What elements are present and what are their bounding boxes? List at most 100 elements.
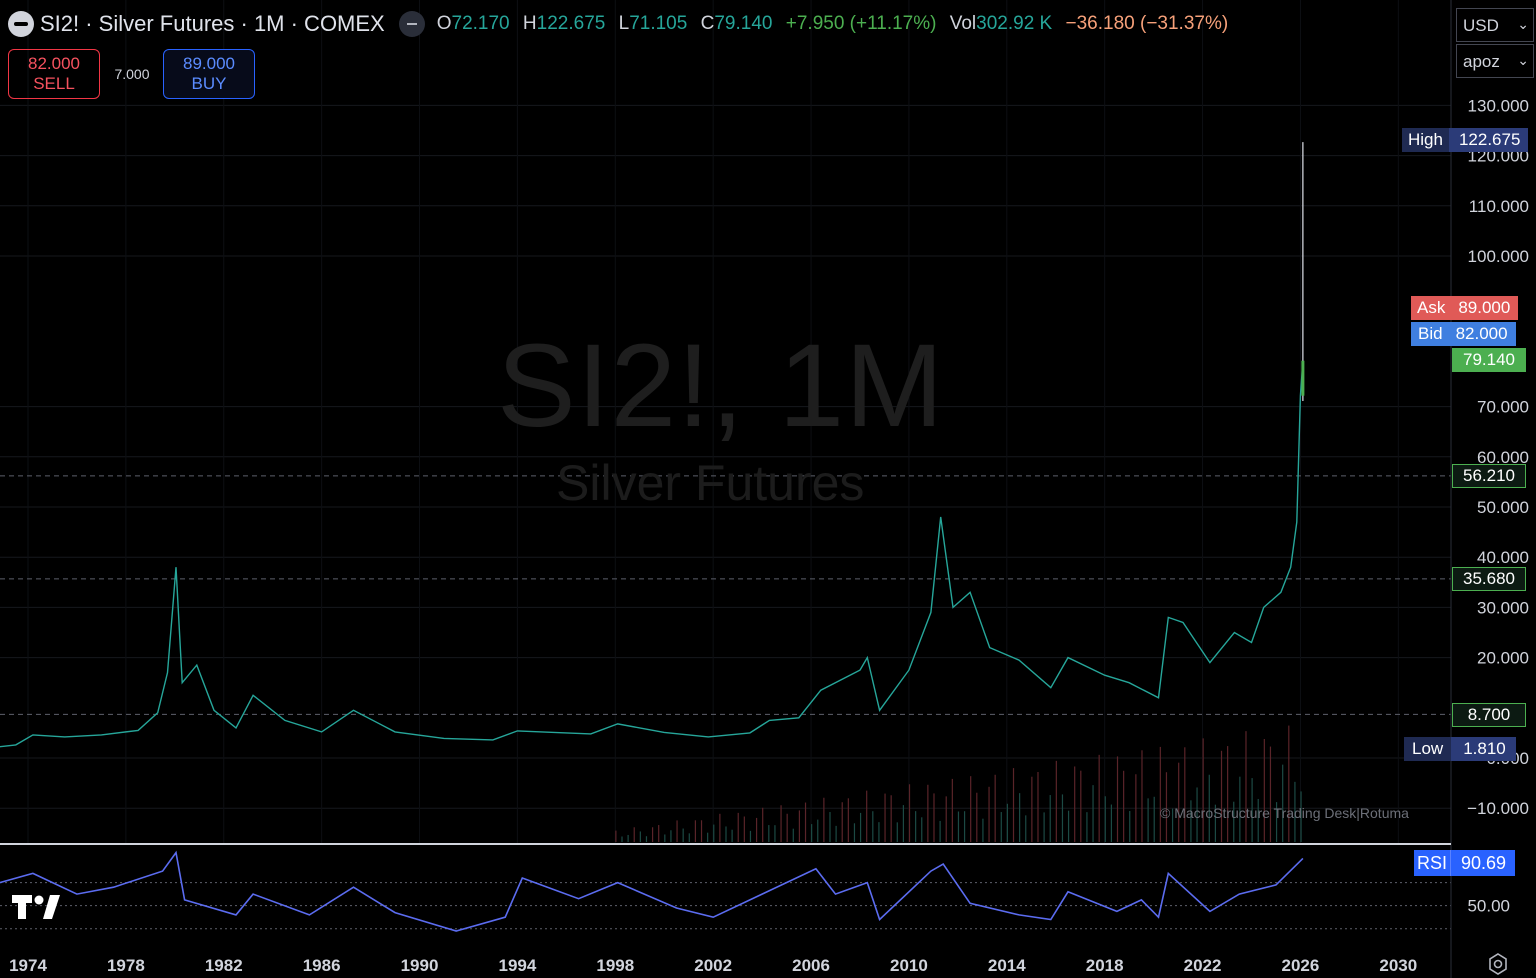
level-tag-2: 35.680 <box>1452 567 1526 591</box>
volume-bar <box>688 833 690 842</box>
time-tick-label: 2010 <box>890 956 928 975</box>
level-tag-3: 8.700 <box>1452 703 1526 727</box>
tradingview-logo-icon <box>12 895 60 919</box>
watermark-symbol: SI2!, 1M <box>497 320 945 452</box>
volume-bar <box>774 825 776 842</box>
price-tick-label: 20.000 <box>1477 649 1529 668</box>
time-tick-label: 2002 <box>694 956 732 975</box>
volume-bar <box>859 812 862 842</box>
volume-bar <box>1019 793 1021 842</box>
time-tick-label: 2006 <box>792 956 830 975</box>
volume-bar <box>1086 812 1088 842</box>
volume-bar <box>1141 750 1143 842</box>
volume-bar <box>1067 810 1070 842</box>
low-value: 71.105 <box>629 13 688 34</box>
time-tick-label: 1986 <box>303 956 341 975</box>
currency-selector[interactable]: USD ⌄ <box>1456 8 1534 42</box>
volume-bar <box>829 812 831 842</box>
volume-bar <box>1135 774 1137 842</box>
sell-button[interactable]: 82.000 SELL <box>8 49 100 99</box>
volume-bar <box>639 831 641 842</box>
volume-bar <box>963 811 966 842</box>
chevron-down-icon: ⌄ <box>1517 16 1529 32</box>
volume-bar <box>1178 762 1180 842</box>
volume-bar <box>633 827 635 842</box>
volume-bar <box>725 826 727 842</box>
currency-value: USD <box>1463 16 1499 35</box>
buy-button[interactable]: 89.000 BUY <box>163 49 255 99</box>
volume-bar <box>1104 796 1106 842</box>
volume-bar <box>651 827 654 842</box>
settings-gear-icon[interactable] <box>1486 952 1510 976</box>
time-tick-label: 1994 <box>498 956 536 975</box>
volume-bar <box>1049 795 1051 842</box>
price-tick-label: 130.000 <box>1468 96 1529 115</box>
volume-bar <box>976 792 978 842</box>
volume-bar <box>621 836 623 842</box>
volume-bar <box>1239 776 1241 842</box>
volume-bar <box>835 825 837 842</box>
volume-change-value: −36.180 (−31.37%) <box>1065 13 1229 34</box>
volume-bar <box>1025 815 1027 842</box>
volume-bar <box>755 817 758 842</box>
volume-bar <box>798 810 801 842</box>
volume-bar <box>823 797 825 842</box>
volume-bar <box>951 778 953 842</box>
volume-bar <box>1300 791 1302 842</box>
volume-bar <box>957 811 960 842</box>
volume-bar <box>682 828 684 842</box>
volume-bar <box>890 795 892 842</box>
level-tag-1: 56.210 <box>1452 464 1526 488</box>
volume-bar <box>1000 812 1002 842</box>
volume-bar <box>945 796 947 842</box>
volume-bar <box>780 805 782 842</box>
volume-bar <box>1074 766 1076 842</box>
change-value: +7.950 (+11.17%) <box>785 13 937 34</box>
last-price-tag: 79.140 <box>1452 348 1526 372</box>
time-tick-label: 2022 <box>1184 956 1222 975</box>
volume-value: 302.92 K <box>976 13 1053 34</box>
unit-selector[interactable]: apoz ⌄ <box>1456 44 1534 78</box>
volume-bar <box>841 802 843 842</box>
volume-bar <box>902 805 905 842</box>
volume-bar <box>1196 787 1198 842</box>
volume-bar <box>1251 778 1253 842</box>
volume-bar <box>1043 812 1045 842</box>
price-tick-label: 100.000 <box>1468 247 1529 266</box>
volume-bar <box>700 820 703 842</box>
collapse-legend-icon[interactable] <box>398 11 425 37</box>
unit-value: apoz <box>1463 52 1500 71</box>
volume-bar <box>627 834 629 842</box>
time-tick-label: 2030 <box>1379 956 1417 975</box>
buy-label: BUY <box>191 74 227 93</box>
volume-bar <box>908 784 911 842</box>
volume-bar <box>988 786 990 842</box>
volume-bar <box>707 832 709 842</box>
volume-bar <box>1190 800 1192 842</box>
volume-bar <box>786 813 788 842</box>
volume-bar <box>743 816 745 842</box>
symbol-title[interactable]: SI2! · Silver Futures · 1M · COMEX <box>40 11 385 36</box>
volume-bar <box>1257 798 1259 842</box>
time-tick-label: 1990 <box>401 956 439 975</box>
spread-value: 7.000 <box>114 66 150 82</box>
time-tick-label: 1998 <box>596 956 634 975</box>
close-value: 79.140 <box>714 13 773 34</box>
volume-bar <box>896 822 898 842</box>
volume-bar <box>792 828 794 842</box>
rsi-tick-label: 50.00 <box>1467 897 1510 916</box>
volume-bar <box>768 825 770 842</box>
watermark-name: Silver Futures <box>556 455 865 511</box>
chevron-down-icon: ⌄ <box>1517 52 1529 68</box>
volume-bar <box>933 793 935 842</box>
volume-bar <box>1282 764 1284 842</box>
volume-bar <box>1245 731 1247 842</box>
volume-bar <box>915 811 917 842</box>
volume-bar <box>866 790 868 842</box>
time-tick-label: 1974 <box>9 956 47 975</box>
volume-bar <box>884 793 886 842</box>
volume-bar <box>762 807 764 842</box>
volume-bar <box>1288 725 1290 842</box>
volume-bar <box>1220 750 1223 842</box>
